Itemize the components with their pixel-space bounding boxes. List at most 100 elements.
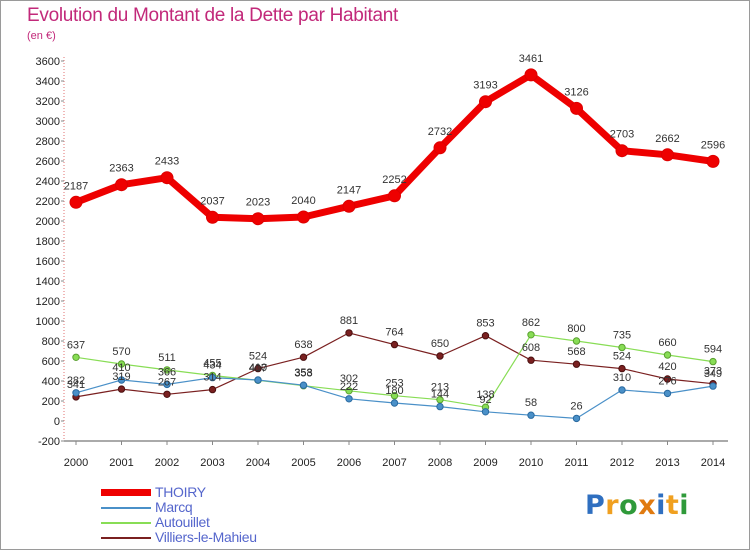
data-label-autouillet: 511 [158,352,176,364]
data-label-villiers-le-mahieu: 524 [249,351,267,363]
data-label-marcq: 276 [658,375,676,387]
x-tick-label: 2014 [701,457,725,469]
data-point-marcq [72,389,80,397]
x-tick-label: 2004 [246,457,270,469]
data-point-autouillet [72,353,80,361]
data-point-autouillet [572,337,581,345]
data-point-villiers-le-mahieu [163,390,171,398]
data-point-thoiry [342,199,356,213]
data-label-villiers-le-mahieu: 650 [431,338,449,350]
data-point-thoiry [388,189,401,203]
data-point-thoiry [251,212,265,226]
data-point-marcq [390,399,399,407]
data-label-villiers-le-mahieu: 319 [112,371,130,383]
data-point-villiers-le-mahieu [390,340,399,349]
data-point-villiers-le-mahieu [527,356,535,364]
data-label-villiers-le-mahieu: 420 [658,361,676,373]
data-label-villiers-le-mahieu: 314 [203,372,221,384]
data-label-thoiry: 2023 [246,197,270,209]
legend-swatch-autouillet [101,522,151,524]
data-point-autouillet [345,387,353,395]
data-point-villiers-le-mahieu [436,352,444,360]
data-point-villiers-le-mahieu [618,364,626,373]
data-point-thoiry [524,68,538,82]
data-point-villiers-le-mahieu [299,353,308,361]
data-label-marcq: 410 [249,362,267,374]
data-label-thoiry: 2147 [337,184,361,196]
data-point-villiers-le-mahieu [254,364,262,373]
y-tick-label: 800 [42,336,60,348]
legend: THOIRY Marcq Autouillet Villiers-le-Mahi… [101,484,361,545]
chart-title: Evolution du Montant de la Dette par Hab… [27,5,398,26]
x-tick-label: 2008 [428,457,452,469]
y-tick-label: 3400 [36,76,60,88]
data-label-villiers-le-mahieu: 608 [522,342,540,354]
data-point-marcq [254,376,262,384]
data-point-thoiry [661,148,674,162]
data-label-marcq: 410 [112,362,130,374]
x-tick-label: 2003 [200,457,224,469]
data-label-villiers-le-mahieu: 373 [704,366,722,378]
data-label-thoiry: 2596 [701,139,725,151]
data-point-thoiry [706,154,720,168]
data-label-villiers-le-mahieu: 853 [476,318,494,330]
logo-letter: x [638,490,657,521]
data-point-thoiry [69,195,83,209]
x-tick-label: 2006 [337,457,361,469]
x-tick-label: 2012 [610,457,634,469]
y-tick-label: 2800 [36,136,60,148]
legend-label-villiers-le-mahieu: Villiers-le-Mahieu [155,529,257,545]
data-point-marcq [117,376,126,384]
data-label-thoiry: 2703 [610,129,634,141]
logo-letter: P [585,490,606,521]
logo-letter: o [619,490,639,521]
y-tick-label: 1000 [36,316,60,328]
logo-letter: t [665,490,680,521]
y-tick-label: 1600 [36,256,60,268]
data-point-marcq [163,380,171,389]
data-label-marcq: 349 [704,368,722,380]
data-point-autouillet [527,331,535,339]
data-label-thoiry: 3461 [519,53,543,65]
y-tick-label: 2200 [36,196,60,208]
data-label-thoiry: 2187 [64,180,88,192]
data-label-marcq: 92 [479,394,491,406]
y-tick-label: 2400 [36,176,60,188]
data-label-autouillet: 455 [203,358,221,370]
data-label-autouillet: 138 [476,389,494,401]
data-label-villiers-le-mahieu: 764 [385,327,403,339]
proxiti-logo: Proxiti [585,490,689,521]
data-point-marcq [481,408,490,416]
data-label-thoiry: 2252 [382,174,406,186]
legend-item-villiers-le-mahieu: Villiers-le-Mahieu [101,529,361,545]
data-point-thoiry [206,210,219,224]
data-label-autouillet: 637 [67,339,85,351]
legend-label-thoiry: THOIRY [155,484,206,500]
y-tick-label: 0 [54,416,60,428]
y-tick-label: 2600 [36,156,60,168]
data-label-marcq: 366 [158,366,176,378]
logo-letter: i [679,490,690,521]
data-point-marcq [618,386,626,394]
x-tick-label: 2010 [519,457,543,469]
y-tick-label: 3000 [36,116,60,128]
data-point-villiers-le-mahieu [345,329,353,337]
data-label-autouillet: 407 [249,362,267,374]
data-point-villiers-le-mahieu [208,385,217,394]
data-label-villiers-le-mahieu: 267 [158,376,176,388]
x-tick-label: 2007 [382,457,406,469]
data-label-marcq: 434 [203,360,221,372]
x-tick-label: 2009 [473,457,497,469]
data-label-autouillet: 253 [385,378,403,390]
y-tick-label: 200 [42,396,60,408]
data-point-villiers-le-mahieu [663,375,672,383]
data-point-thoiry [297,210,310,224]
data-label-autouillet: 862 [522,317,540,329]
data-point-autouillet [436,396,444,404]
data-label-thoiry: 2363 [109,163,133,175]
data-label-villiers-le-mahieu: 341 [67,379,85,391]
data-label-marcq: 26 [570,400,582,412]
data-label-autouillet: 594 [704,344,722,356]
y-tick-label: 2000 [36,216,60,228]
